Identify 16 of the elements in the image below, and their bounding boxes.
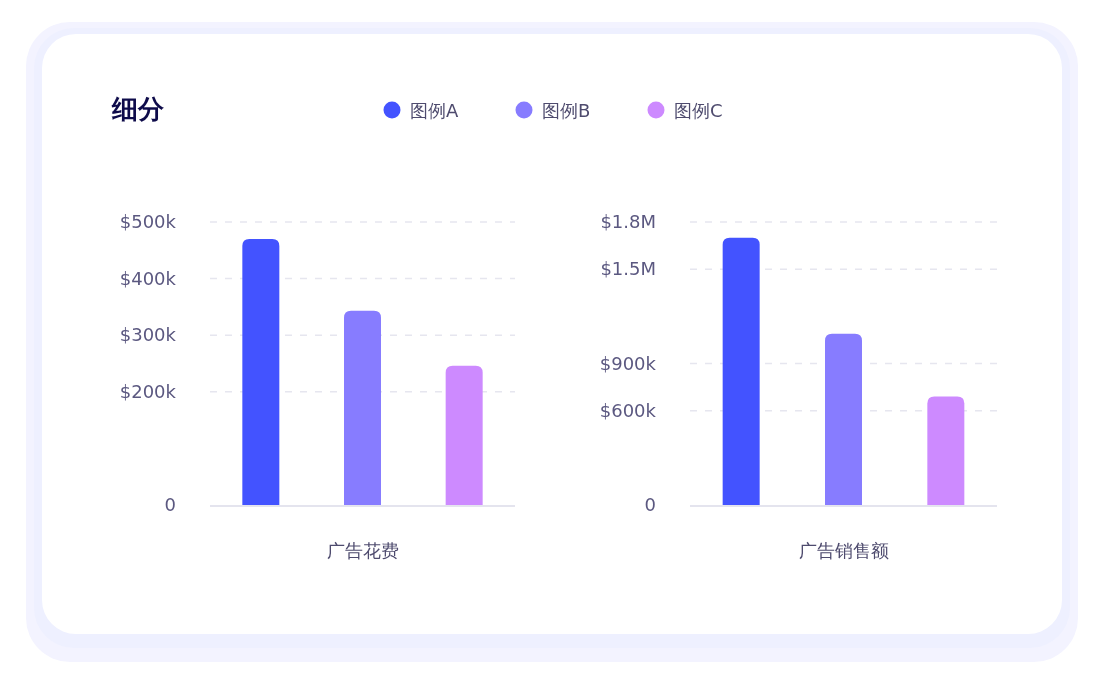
y-tick-label: 0: [644, 494, 656, 515]
legend-label: 图例C: [674, 100, 723, 121]
y-tick-label: 0: [164, 494, 176, 515]
chart-title: 细分: [111, 94, 165, 124]
legend-label: 图例A: [410, 100, 459, 121]
y-tick-label: $1.5M: [600, 258, 656, 280]
y-tick-label: $300k: [119, 324, 177, 346]
y-tick-label: $400k: [119, 267, 177, 289]
x-axis-title: 广告销售额: [798, 540, 889, 561]
y-tick-label: $500k: [119, 211, 177, 232]
y-tick-label: $600k: [599, 399, 657, 421]
x-axis-title: 广告花费: [326, 540, 399, 561]
y-tick-label: $200k: [119, 380, 177, 402]
y-tick-label: $1.8M: [600, 211, 656, 232]
legend-label: 图例B: [542, 100, 591, 121]
y-tick-label: $900k: [599, 352, 657, 374]
